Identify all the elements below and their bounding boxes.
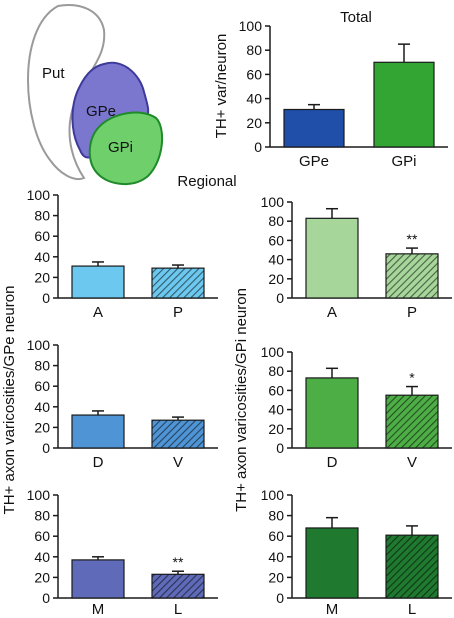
y-tick-label: 100 [261, 194, 285, 210]
y-tick-label: 60 [34, 528, 50, 544]
y-tick-label: 0 [42, 290, 50, 306]
x-category-label: D [327, 454, 338, 471]
bar-d [305, 377, 359, 449]
x-category-label: M [326, 601, 339, 618]
y-tick-label: 0 [42, 590, 50, 606]
y-tick-label: 100 [27, 487, 51, 503]
y-tick-label: 20 [268, 271, 284, 287]
panel-total: 0 20 40 60 80 100 GPe GPi [239, 18, 448, 170]
x-category-label: P [173, 304, 183, 321]
bar-p [385, 253, 439, 299]
bar-gpi [373, 61, 435, 148]
y-tick-label: 60 [34, 228, 50, 244]
y-tick-label: 0 [42, 440, 50, 456]
y-tick-label: 100 [261, 344, 285, 360]
y-tick-label: 40 [268, 549, 284, 565]
y-tick-label: 80 [268, 508, 284, 524]
y-tick-label: 60 [246, 66, 262, 82]
bar-m [305, 527, 359, 599]
y-tick-label: 0 [276, 590, 284, 606]
y-tick-label: 40 [34, 249, 50, 265]
significance-marker: ** [173, 554, 184, 570]
y-tick-label: 60 [34, 378, 50, 394]
y-tick-label: 0 [276, 440, 284, 456]
bar-gpe [283, 108, 345, 148]
y-tick-label: 40 [34, 399, 50, 415]
y-tick-label: 60 [268, 232, 284, 248]
significance-marker: * [409, 370, 415, 386]
y-tick-label: 20 [34, 569, 50, 585]
y-tick-label: 20 [268, 421, 284, 437]
panel-gpe-dv: 0 20 40 60 80 100 D V [27, 337, 218, 471]
x-category-label: D [93, 454, 104, 471]
regional-title: Regional [177, 173, 236, 190]
y-tick-label: 0 [276, 290, 284, 306]
total-y-axis-title: TH+ var/neuron [213, 34, 230, 139]
y-tick-label: 40 [34, 549, 50, 565]
y-tick-label: 80 [268, 363, 284, 379]
y-tick-label: 40 [246, 91, 262, 107]
panel-gpe-ap: 0 20 40 60 80 100 A P [27, 187, 218, 321]
bar-a [71, 265, 125, 299]
bar-l [385, 534, 439, 599]
gpi-label: GPi [108, 139, 133, 156]
gpi-shape [88, 111, 164, 185]
x-category-label: M [92, 601, 105, 618]
panel-gpe-ml: 0 20 40 60 80 100 M L ** [27, 487, 218, 618]
y-tick-label: 60 [268, 528, 284, 544]
y-tick-label: 40 [268, 252, 284, 268]
y-tick-label: 20 [34, 419, 50, 435]
y-tick-label: 100 [27, 337, 51, 353]
significance-marker: ** [407, 231, 418, 247]
put-label: Put [42, 65, 65, 82]
x-category-label: V [173, 454, 183, 471]
putamen-outline [26, 4, 106, 180]
bar-v [385, 394, 439, 449]
x-category-label: A [327, 304, 337, 321]
x-category-label: GPi [391, 153, 416, 170]
y-tick-label: 80 [34, 358, 50, 374]
gpi-y-axis-title: TH+ axon varicosities/GPi neuron [233, 288, 250, 512]
y-tick-label: 80 [34, 208, 50, 224]
y-tick-label: 100 [27, 187, 51, 203]
y-tick-label: 60 [268, 382, 284, 398]
x-category-label: L [174, 601, 182, 618]
y-tick-label: 100 [261, 487, 285, 503]
x-category-label: GPe [299, 153, 329, 170]
bar-p [151, 267, 205, 299]
y-tick-label: 20 [34, 269, 50, 285]
bar-v [151, 419, 205, 449]
bar-m [71, 559, 125, 599]
y-tick-label: 80 [34, 508, 50, 524]
panel-gpi-dv: 0 20 40 60 80 100 D V * [261, 344, 452, 471]
y-tick-label: 100 [239, 18, 263, 34]
basal-ganglia-diagram: Put GPe GPi [26, 4, 164, 185]
y-tick-label: 0 [254, 139, 262, 155]
bar-a [305, 217, 359, 299]
y-tick-label: 20 [246, 115, 262, 131]
x-category-label: V [407, 454, 417, 471]
gpe-label: GPe [86, 103, 116, 120]
y-tick-label: 20 [268, 569, 284, 585]
x-category-label: L [408, 601, 416, 618]
y-tick-label: 40 [268, 402, 284, 418]
bar-d [71, 414, 125, 449]
y-tick-label: 80 [246, 42, 262, 58]
gpe-y-axis-title: TH+ axon varicosities/GPe neuron [1, 286, 18, 515]
y-tick-label: 80 [268, 213, 284, 229]
x-category-label: A [93, 304, 103, 321]
x-category-label: P [407, 304, 417, 321]
panel-gpi-ml: 0 20 40 60 80 100 M L [261, 487, 452, 618]
panel-gpi-ap: 0 20 40 60 80 100 A P ** [261, 194, 452, 321]
total-title: Total [340, 9, 372, 26]
bar-l [151, 573, 205, 599]
